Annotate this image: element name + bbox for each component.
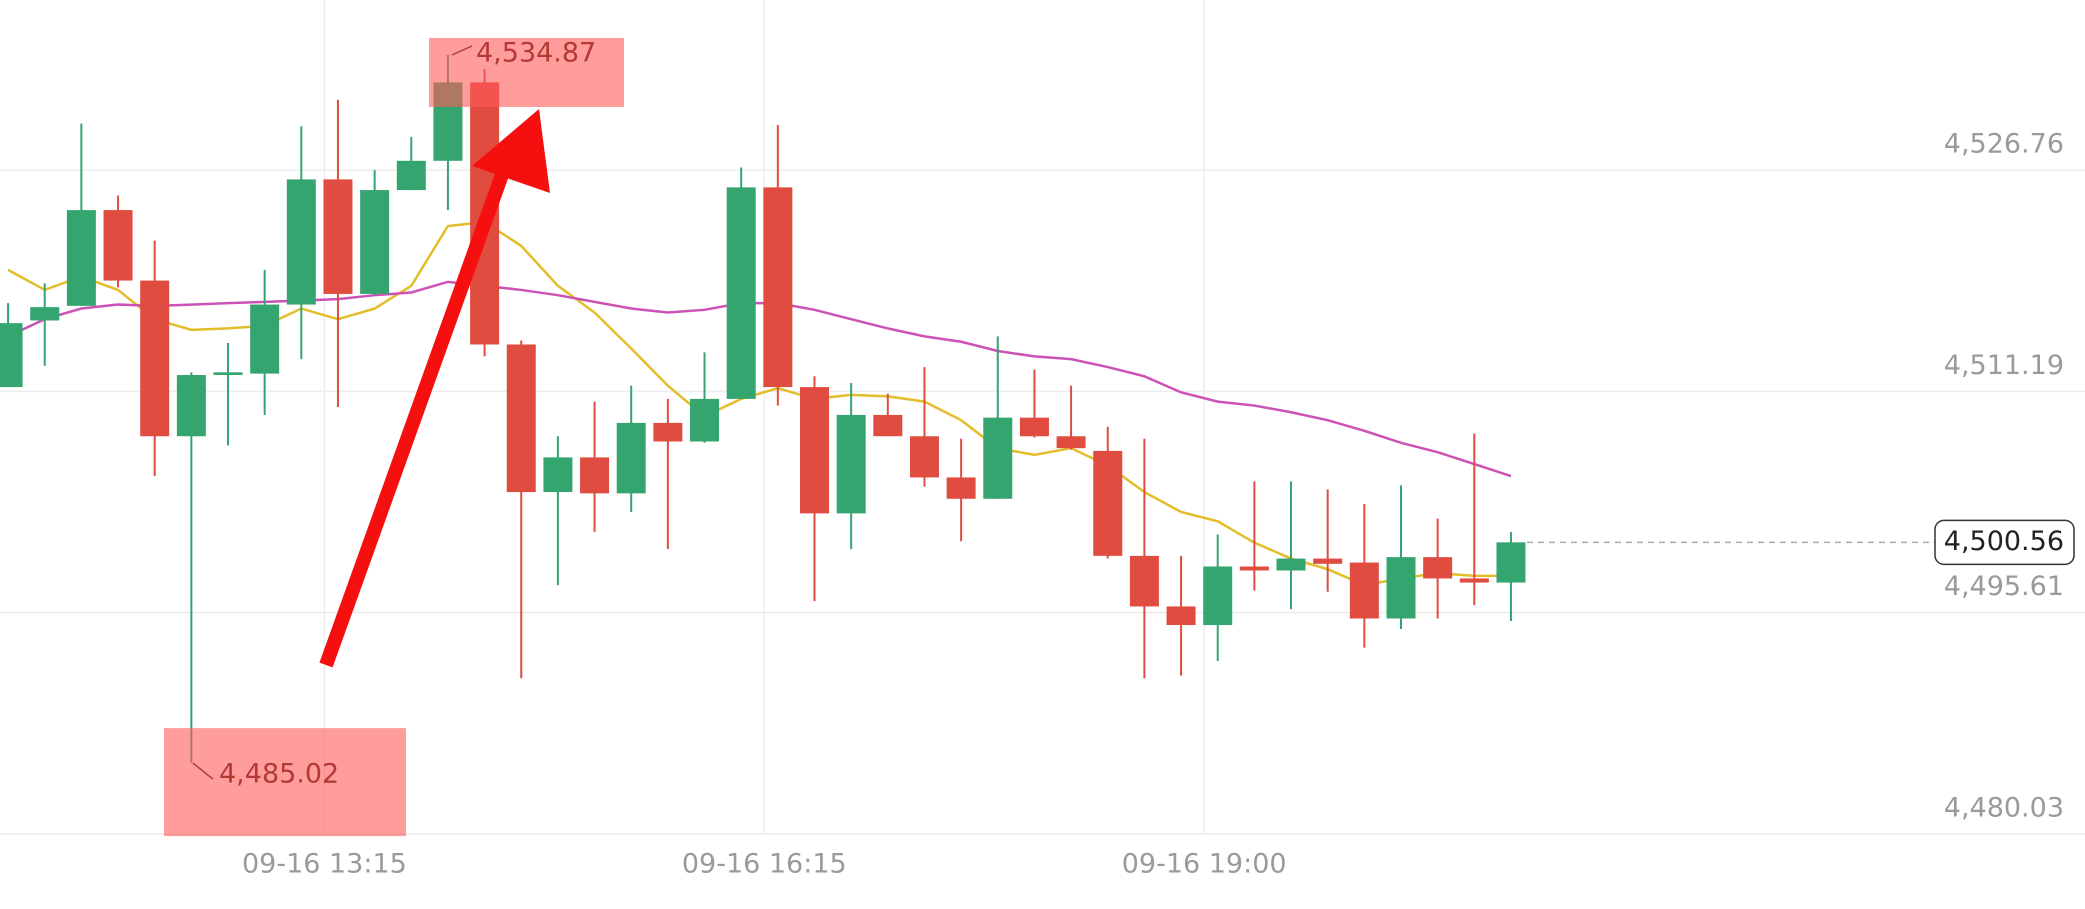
candle-body [580, 457, 610, 494]
candle-body [983, 417, 1013, 499]
arrow-head [472, 109, 550, 193]
candle-body [1313, 558, 1343, 564]
y-tick-label: 4,480.03 [1944, 793, 2064, 824]
candle-body [396, 160, 426, 191]
x-tick-label: 09-16 16:15 [682, 849, 847, 880]
y-tick-label: 4,526.76 [1944, 129, 2064, 160]
candle-body [213, 372, 243, 376]
candle-body [30, 307, 60, 321]
candle-body [176, 375, 206, 437]
candle-body [1496, 542, 1526, 583]
candle-body [1093, 450, 1123, 556]
candles [0, 54, 1526, 764]
candle-body [543, 457, 573, 493]
candle-body [250, 304, 280, 374]
annotation-label: 4,485.02 [219, 759, 339, 790]
grid [0, 0, 2085, 835]
ma-line [7, 280, 1512, 478]
annotation-box [429, 37, 624, 107]
arrow-shaft [319, 155, 515, 668]
candle-body [946, 477, 976, 499]
candle-body [360, 190, 390, 294]
candle-body [909, 436, 939, 478]
candle-body [286, 179, 316, 305]
annotation-label: 4,534.87 [476, 37, 596, 68]
candle-body [836, 414, 866, 514]
annotation-box [164, 728, 406, 837]
red-arrow [319, 109, 550, 668]
candle-body [1203, 566, 1233, 626]
annotation-leader [192, 762, 214, 780]
candle-body [1239, 566, 1269, 571]
candle-body [1349, 562, 1379, 619]
candle-body [1459, 578, 1489, 583]
annotations: 4,500.56 4,534.87 4,485.02 [164, 37, 2075, 837]
candle-body [799, 387, 829, 514]
candle-body [0, 323, 23, 388]
last-price-box [1934, 519, 2075, 566]
ma-line [7, 220, 1511, 587]
candle-body [1386, 557, 1416, 619]
candle-body [726, 187, 756, 399]
axis-labels: 4,480.03 4,495.61 4,511.19 4,526.76 09-16 13… [242, 129, 2064, 880]
x-tick-label: 09-16 19:00 [1122, 849, 1287, 880]
candle-body [873, 414, 903, 437]
candle-body [323, 179, 353, 294]
candle-body [1276, 558, 1306, 571]
candle-body [66, 210, 96, 306]
candle-body [1129, 555, 1159, 607]
candle-body [140, 280, 170, 437]
y-tick-label: 4,511.19 [1944, 350, 2064, 381]
candle-body [763, 187, 793, 388]
candle-body [506, 344, 536, 493]
moving-averages [7, 220, 1512, 587]
x-tick-label: 09-16 13:15 [242, 849, 407, 880]
candle-body [103, 210, 133, 281]
last-price-label: 4,500.56 [1944, 526, 2064, 557]
candle-body [616, 422, 646, 494]
annotation-leader [451, 45, 473, 56]
candle-body [1423, 557, 1453, 579]
candle-body [1056, 436, 1086, 449]
candle-body [690, 398, 720, 442]
y-tick-label: 4,495.61 [1944, 571, 2064, 602]
candle-body [653, 422, 683, 442]
candle-body [1166, 606, 1196, 626]
candle-body [1019, 417, 1049, 437]
